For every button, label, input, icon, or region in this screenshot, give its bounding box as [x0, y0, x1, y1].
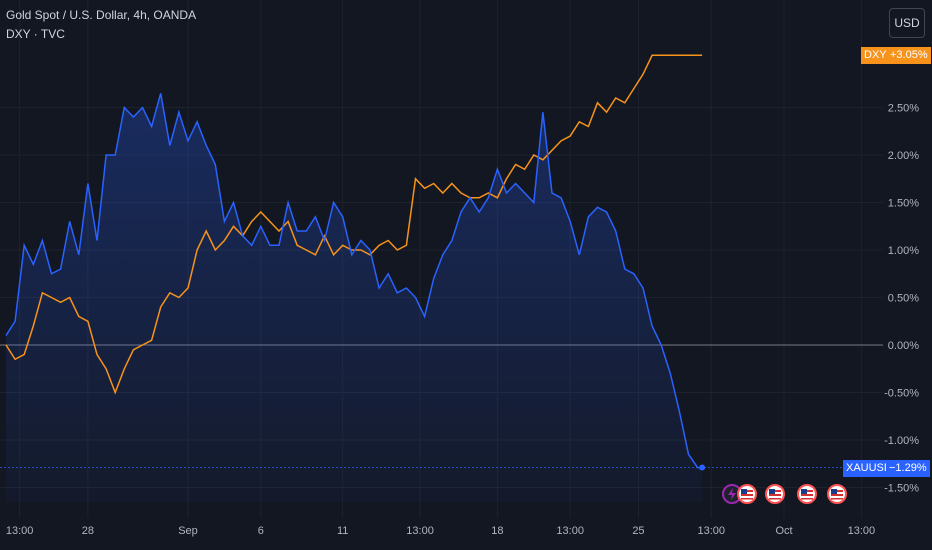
- y-tick-label: -0.50%: [884, 388, 919, 400]
- dxy-value-badge: +3.05%: [887, 47, 931, 65]
- x-tick-label: 13:00: [697, 525, 725, 537]
- y-tick-label: 0.00%: [888, 340, 919, 352]
- x-tick-label: 13:00: [848, 525, 876, 537]
- symbol-title[interactable]: Gold Spot / U.S. Dollar, 4h, OANDA: [6, 8, 197, 22]
- currency-button[interactable]: USD: [889, 8, 925, 38]
- xauusd-area-fill: [6, 93, 703, 502]
- x-tick-label: 6: [258, 525, 264, 537]
- y-tick-label: 1.50%: [888, 198, 919, 210]
- x-tick-label: Oct: [775, 525, 792, 537]
- x-tick-label: 25: [632, 525, 644, 537]
- xauusd-line: [5, 93, 703, 469]
- x-tick-label: 13:00: [6, 525, 34, 537]
- x-tick-label: 11: [337, 525, 348, 537]
- us-flag-icon[interactable]: [737, 484, 757, 504]
- xauusd-last-point: [699, 464, 706, 471]
- us-flag-icon[interactable]: [827, 484, 847, 504]
- xauusd-value-badge: −1.29%: [886, 459, 930, 477]
- dxy-badge: DXY: [861, 47, 890, 65]
- x-axis: 13:00 28 Sep 6 11 13:00 18 13:00 25 13:00 Oct 13:00: [6, 525, 875, 537]
- y-tick-label: -1.00%: [884, 435, 919, 447]
- xauusd-badge: XAUUSD: [843, 459, 895, 477]
- compare-symbol-label[interactable]: DXY · TVC: [6, 27, 65, 41]
- x-tick-label: 18: [491, 525, 503, 537]
- dxy-line: [5, 54, 703, 395]
- y-tick-label: 2.00%: [888, 150, 919, 162]
- x-tick-label: 28: [82, 525, 94, 537]
- y-tick-label: 2.50%: [888, 103, 919, 115]
- y-axis: 2.50% 2.00% 1.50% 1.00% 0.50% 0.00% -0.50% -1.0…: [884, 103, 919, 495]
- y-tick-label: 0.50%: [888, 293, 919, 305]
- x-tick-label: Sep: [178, 525, 198, 537]
- us-flag-icon[interactable]: [765, 484, 785, 504]
- y-tick-label: 1.00%: [888, 245, 919, 257]
- x-tick-label: 13:00: [556, 525, 584, 537]
- x-tick-label: 13:00: [406, 525, 434, 537]
- y-tick-label: -1.50%: [884, 483, 919, 495]
- us-flag-icon[interactable]: [797, 484, 817, 504]
